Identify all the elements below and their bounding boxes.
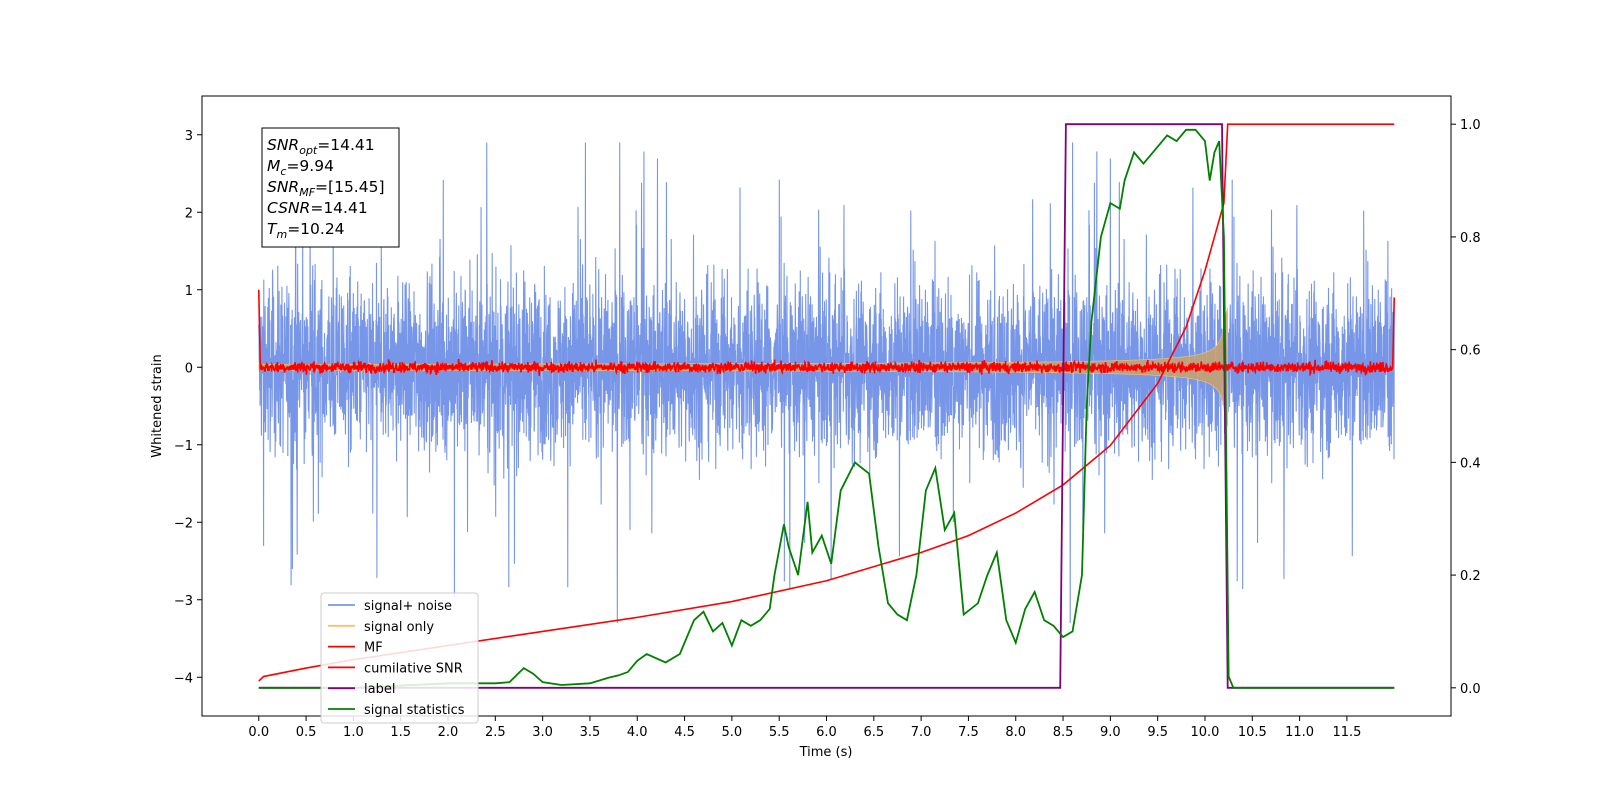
y-tick-label-right: 0.2 xyxy=(1460,569,1481,584)
x-axis: 0.0 0.5 1.0 1.5 2.0 2.5 3.0 3.5 4.0 4.5 5.0 5.5 6.0 6… xyxy=(248,716,1361,740)
y-tick-label-left: 2 xyxy=(185,206,193,221)
y-tick-label-left: 0 xyxy=(185,361,193,376)
x-tick-label: 8.5 xyxy=(1053,725,1074,740)
legend-label: cumilative SNR xyxy=(364,661,463,676)
x-tick-label: 9.0 xyxy=(1100,725,1121,740)
x-tick-label: 4.5 xyxy=(674,725,695,740)
y-axis-right: 1.0 0.8 0.6 0.4 0.2 0.0 xyxy=(1451,118,1481,697)
series-mf xyxy=(257,289,1396,377)
x-tick-label: 6.5 xyxy=(863,725,884,740)
legend-label: MF xyxy=(364,641,383,656)
x-tick-label: 10.0 xyxy=(1191,725,1220,740)
legend-label: label xyxy=(364,682,395,697)
x-tick-label: 1.5 xyxy=(390,725,411,740)
y-tick-label-left: −3 xyxy=(174,594,193,609)
x-tick-label: 3.0 xyxy=(532,725,553,740)
y-tick-label-left: 1 xyxy=(185,284,193,299)
y-tick-label-left: −2 xyxy=(174,516,193,531)
legend-label: signal statistics xyxy=(364,703,465,718)
x-tick-label: 0.5 xyxy=(296,725,317,740)
y-tick-label-left: −4 xyxy=(174,671,193,686)
plot-area xyxy=(257,123,1396,689)
x-tick-label: 1.0 xyxy=(343,725,364,740)
x-tick-label: 4.0 xyxy=(627,725,648,740)
annotation-line: SNRopt=14.41 xyxy=(267,136,375,157)
x-tick-label: 0.0 xyxy=(248,725,269,740)
annotation-line: Mc=9.94 xyxy=(267,157,334,178)
annotation-line: Tm=10.24 xyxy=(267,220,345,241)
y-tick-label-right: 0.8 xyxy=(1460,231,1481,246)
x-tick-label: 11.0 xyxy=(1285,725,1314,740)
y-tick-label-right: 0.6 xyxy=(1460,344,1481,359)
x-tick-label: 8.0 xyxy=(1005,725,1026,740)
x-tick-label: 2.0 xyxy=(438,725,459,740)
annotation-frame xyxy=(261,127,400,248)
legend-label: signal+ noise xyxy=(364,599,452,614)
x-axis-label: Time (s) xyxy=(799,745,853,760)
x-tick-label: 2.5 xyxy=(485,725,506,740)
x-tick-label: 10.5 xyxy=(1238,725,1267,740)
x-tick-label: 9.5 xyxy=(1147,725,1168,740)
x-tick-label: 3.5 xyxy=(580,725,601,740)
y-tick-label-left: −1 xyxy=(174,439,193,454)
annotation-line: SNRMF=[15.45] xyxy=(267,178,385,199)
y-tick-label-right: 0.4 xyxy=(1460,456,1481,471)
series-signal-statistics xyxy=(258,128,1395,689)
legend: signal+ noise signal only MF cumilative SNR… xyxy=(320,592,479,724)
annotation-box: SNRopt=14.41Mc=9.94SNRMF=[15.45]CSNR=14.… xyxy=(261,127,400,248)
x-tick-label: 11.5 xyxy=(1332,725,1361,740)
annotation-line: CSNR=14.41 xyxy=(267,199,368,217)
y-tick-label-right: 0.0 xyxy=(1460,682,1481,697)
y-tick-label-right: 1.0 xyxy=(1460,118,1481,133)
legend-frame xyxy=(320,592,479,724)
y-axis-left: 3 2 1 0 −1 −2 −3 −4 xyxy=(174,129,202,686)
y-axis-label: Whitened strain xyxy=(150,354,165,457)
x-tick-label: 5.0 xyxy=(722,725,743,740)
x-tick-label: 7.5 xyxy=(958,725,979,740)
legend-label: signal only xyxy=(364,620,434,635)
y-tick-label-left: 3 xyxy=(185,129,193,144)
x-tick-label: 6.0 xyxy=(816,725,837,740)
x-tick-label: 7.0 xyxy=(911,725,932,740)
x-tick-label: 5.5 xyxy=(769,725,790,740)
